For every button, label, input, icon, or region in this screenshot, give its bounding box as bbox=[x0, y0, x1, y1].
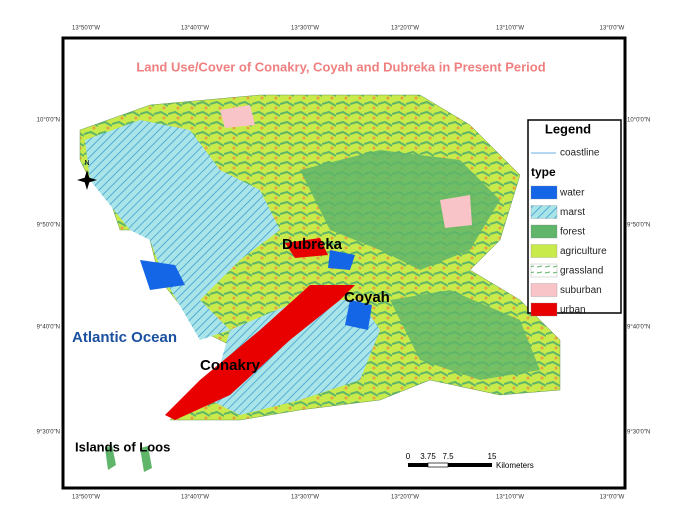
island bbox=[140, 446, 152, 472]
legend-swatch bbox=[530, 283, 558, 297]
longitude-label: 13°40'0"W bbox=[181, 495, 209, 501]
scale-tick: 3.75 bbox=[420, 452, 436, 461]
water-area bbox=[345, 300, 372, 330]
longitude-label: 13°10'0"W bbox=[496, 26, 524, 32]
latitude-label: 9°30'0"N bbox=[627, 430, 650, 436]
marsh-area bbox=[210, 300, 380, 415]
longitude-label: 13°10'0"W bbox=[496, 495, 524, 501]
scale-tick: 7.5 bbox=[442, 452, 454, 461]
longitude-label: 13°0'0"W bbox=[600, 26, 625, 32]
legend-swatch bbox=[530, 224, 558, 239]
north-label: N bbox=[84, 160, 89, 167]
latitude-label: 9°50'0"N bbox=[37, 223, 60, 229]
legend-label: coastline bbox=[560, 148, 600, 159]
scale-bar bbox=[408, 462, 492, 468]
scale-unit: Kilometers bbox=[496, 461, 534, 470]
legend-label: forest bbox=[560, 227, 585, 238]
forest-area bbox=[300, 150, 500, 270]
place-label: Conakry bbox=[200, 357, 261, 374]
map-title: Land Use/Cover of Conakry, Coyah and Dub… bbox=[136, 59, 545, 74]
longitude-label: 13°50'0"W bbox=[72, 495, 100, 501]
suburban-area bbox=[220, 105, 255, 128]
scale-tick: 15 bbox=[488, 452, 497, 461]
island bbox=[105, 445, 116, 470]
longitude-label: 13°20'0"W bbox=[391, 26, 419, 32]
legend-label: suburban bbox=[560, 285, 602, 296]
water-area bbox=[328, 250, 355, 270]
legend-swatch bbox=[530, 185, 558, 200]
urban-area bbox=[165, 285, 355, 420]
latitude-label: 9°40'0"N bbox=[37, 325, 60, 331]
legend-label: grassland bbox=[560, 266, 603, 277]
longitude-label: 13°40'0"W bbox=[181, 26, 209, 32]
legend-label: agriculture bbox=[560, 246, 607, 257]
legend-heading: type bbox=[531, 165, 556, 179]
latitude-label: 9°40'0"N bbox=[627, 325, 650, 331]
latitude-label: 9°30'0"N bbox=[37, 430, 60, 436]
urban-area bbox=[285, 238, 328, 258]
forest-area bbox=[390, 290, 540, 380]
ocean-label: Atlantic Ocean bbox=[72, 329, 177, 346]
legend-label: water bbox=[559, 188, 585, 199]
legend-label: urban bbox=[560, 305, 586, 316]
place-label: Coyah bbox=[344, 289, 390, 306]
legend-title: Legend bbox=[545, 121, 591, 136]
longitude-label: 13°30'0"W bbox=[291, 495, 319, 501]
place-label: Dubreka bbox=[282, 236, 343, 253]
legend-label: marst bbox=[560, 207, 585, 218]
latitude-label: 10°0'0"N bbox=[37, 118, 60, 124]
longitude-label: 13°0'0"W bbox=[600, 495, 625, 501]
latitude-label: 10°0'0"N bbox=[627, 118, 650, 124]
latitude-label: 9°50'0"N bbox=[627, 223, 650, 229]
north-arrow: N bbox=[77, 160, 97, 190]
legend-swatch bbox=[530, 205, 558, 219]
longitude-label: 13°20'0"W bbox=[391, 495, 419, 501]
place-label: Islands of Loos bbox=[75, 439, 170, 454]
longitude-label: 13°30'0"W bbox=[291, 26, 319, 32]
legend-swatch bbox=[530, 302, 558, 317]
suburban-area bbox=[440, 195, 472, 228]
longitude-label: 13°50'0"W bbox=[72, 26, 100, 32]
legend-swatch bbox=[530, 263, 558, 278]
marsh-area bbox=[85, 120, 280, 340]
scale-tick: 0 bbox=[406, 452, 411, 461]
legend-swatch bbox=[530, 244, 558, 258]
water-area bbox=[140, 260, 185, 290]
